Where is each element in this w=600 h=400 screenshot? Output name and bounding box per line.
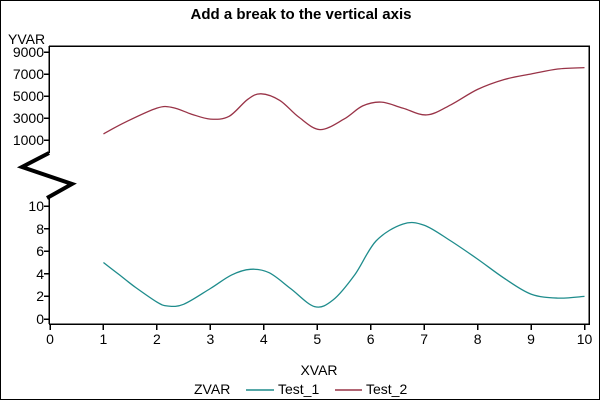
x-tick-label: 9 — [527, 331, 535, 347]
y-tick-label: 10 — [28, 198, 44, 214]
y-tick-label: 1000 — [12, 132, 44, 148]
y-tick-label: 2 — [36, 288, 44, 305]
series-line-test_2 — [103, 66, 585, 135]
x-tick-label: 0 — [46, 331, 54, 347]
x-axis-title: XVAR — [300, 362, 338, 378]
y-tick-label: 3000 — [12, 110, 44, 126]
x-tick-label: 10 — [576, 331, 593, 347]
y-tick-label: 8 — [36, 220, 44, 237]
chart-title: Add a break to the vertical axis — [190, 6, 412, 23]
series-line-test_1 — [103, 221, 585, 308]
x-tick-label: 7 — [420, 331, 429, 347]
x-tick-label: 6 — [366, 331, 375, 347]
y-tick-label: 7000 — [12, 66, 44, 82]
axis-break-zigzag-icon — [16, 151, 77, 200]
x-tick-label: 5 — [313, 331, 322, 347]
y-tick-label: 9000 — [12, 44, 44, 60]
y-tick-label: 0 — [36, 311, 44, 327]
y-tick-label: 6 — [36, 243, 44, 260]
plot-frame — [49, 45, 590, 325]
x-tick-label: 3 — [206, 331, 215, 347]
x-tick-label: 4 — [259, 331, 268, 347]
y-tick-label: 4 — [36, 265, 44, 282]
x-tick-label: 1 — [99, 331, 108, 347]
legend-label-test-2: Test_2 — [366, 381, 408, 397]
x-tick-label: 8 — [473, 331, 482, 347]
y-axis-title: YVAR — [8, 31, 46, 47]
legend-title: ZVAR — [194, 381, 231, 397]
y-tick-label: 5000 — [12, 88, 44, 104]
x-tick-label: 2 — [152, 331, 161, 347]
legend-label-test-1: Test_1 — [278, 381, 320, 397]
